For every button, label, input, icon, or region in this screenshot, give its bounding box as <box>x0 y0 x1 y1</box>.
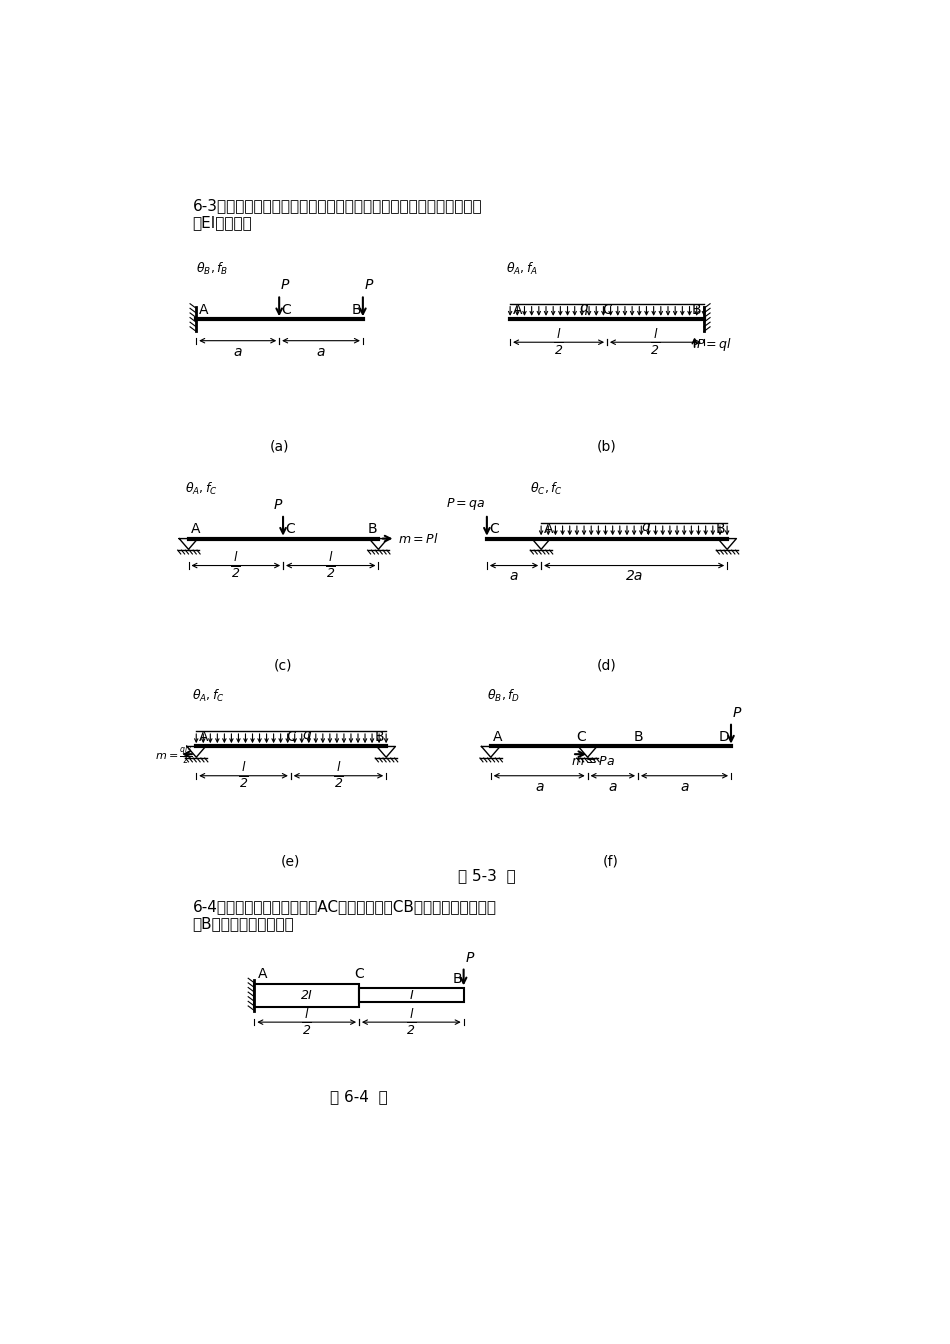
Text: q: q <box>580 301 588 314</box>
Text: A: A <box>493 730 503 745</box>
Text: $\theta_A,f_A$: $\theta_A,f_A$ <box>506 261 539 277</box>
Text: 读EI为常数。: 读EI为常数。 <box>192 215 252 230</box>
Text: 2I: 2I <box>301 989 313 1001</box>
Text: 2: 2 <box>232 567 239 581</box>
Text: P: P <box>274 497 281 512</box>
Text: $\theta_B,f_B$: $\theta_B,f_B$ <box>197 261 229 277</box>
Text: l: l <box>336 761 340 774</box>
Text: l: l <box>234 551 238 564</box>
Text: (d): (d) <box>598 659 617 672</box>
Text: C: C <box>489 523 499 536</box>
Text: C: C <box>577 730 586 745</box>
Text: B: B <box>375 730 385 745</box>
Text: B: B <box>452 972 462 986</box>
Text: A: A <box>512 302 522 317</box>
Text: (f): (f) <box>603 855 618 870</box>
Text: a: a <box>510 570 519 583</box>
Text: P: P <box>281 278 289 292</box>
Text: C: C <box>285 523 295 536</box>
Text: 2: 2 <box>239 777 248 790</box>
Text: A: A <box>543 523 553 536</box>
Text: C: C <box>281 302 292 317</box>
Text: P: P <box>365 278 372 292</box>
Text: (b): (b) <box>598 439 617 453</box>
Text: D: D <box>719 730 730 745</box>
Text: B: B <box>716 523 726 536</box>
Text: q: q <box>641 520 650 534</box>
Text: (e): (e) <box>281 855 300 870</box>
Text: 题 5-3  图: 题 5-3 图 <box>458 868 516 883</box>
Text: l: l <box>654 328 657 340</box>
Text: B: B <box>352 302 361 317</box>
Text: A: A <box>191 523 200 536</box>
Bar <box>255 984 359 1007</box>
Text: C: C <box>602 302 612 317</box>
Text: l: l <box>241 761 245 774</box>
Text: $\theta_C,f_C$: $\theta_C,f_C$ <box>529 481 562 496</box>
Text: $m=Pa$: $m=Pa$ <box>571 755 615 767</box>
Text: B: B <box>634 730 643 745</box>
Text: a: a <box>680 780 689 793</box>
Text: 2: 2 <box>334 777 342 790</box>
Text: q: q <box>302 728 311 742</box>
Text: 6-3、用叠加法求图示各梁中指定截面的挠度和转角。已知梁的抗弯尊: 6-3、用叠加法求图示各梁中指定截面的挠度和转角。已知梁的抗弯尊 <box>192 199 482 214</box>
Text: $P=qa$: $P=qa$ <box>446 496 485 512</box>
Text: 求B端的转角以及挠度。: 求B端的转角以及挠度。 <box>192 915 294 931</box>
Text: a: a <box>609 780 618 793</box>
Text: 2: 2 <box>303 1024 311 1036</box>
Text: $\theta_B,f_D$: $\theta_B,f_D$ <box>486 688 520 704</box>
Text: A: A <box>257 968 267 981</box>
Text: $P=ql$: $P=ql$ <box>696 336 732 353</box>
Text: 2: 2 <box>555 344 562 356</box>
Text: C: C <box>354 968 364 981</box>
Text: l: l <box>305 1008 309 1020</box>
Text: 6-4阶梯形悬臂梁如图所示，AC段的惯性矩为CB段的二倍。用积分法: 6-4阶梯形悬臂梁如图所示，AC段的惯性矩为CB段的二倍。用积分法 <box>192 899 496 914</box>
Text: A: A <box>200 302 209 317</box>
Text: I: I <box>409 989 413 1001</box>
Text: $m=Pl$: $m=Pl$ <box>398 532 438 546</box>
Text: (c): (c) <box>274 659 293 672</box>
Text: $\theta_A,f_C$: $\theta_A,f_C$ <box>184 481 218 496</box>
Text: l: l <box>409 1008 413 1020</box>
Text: C: C <box>286 730 295 745</box>
Text: B: B <box>692 302 701 317</box>
Text: A: A <box>199 730 208 745</box>
Text: B: B <box>368 523 377 536</box>
Text: l: l <box>557 328 560 340</box>
Text: a: a <box>535 780 543 793</box>
Text: (a): (a) <box>270 439 289 453</box>
Text: $m=\frac{ql^2}{2}$: $m=\frac{ql^2}{2}$ <box>155 745 192 766</box>
Text: 2: 2 <box>408 1024 415 1036</box>
Text: $\theta_A,f_C$: $\theta_A,f_C$ <box>192 688 225 704</box>
Text: 2: 2 <box>327 567 334 581</box>
Bar <box>359 988 464 1003</box>
Text: a: a <box>234 344 242 359</box>
Text: l: l <box>329 551 332 564</box>
Text: 2: 2 <box>652 344 659 356</box>
Text: a: a <box>316 344 325 359</box>
Text: P: P <box>466 952 473 965</box>
Text: P: P <box>732 706 741 719</box>
Text: 2a: 2a <box>625 570 643 583</box>
Text: 题 6-4  图: 题 6-4 图 <box>331 1090 388 1105</box>
